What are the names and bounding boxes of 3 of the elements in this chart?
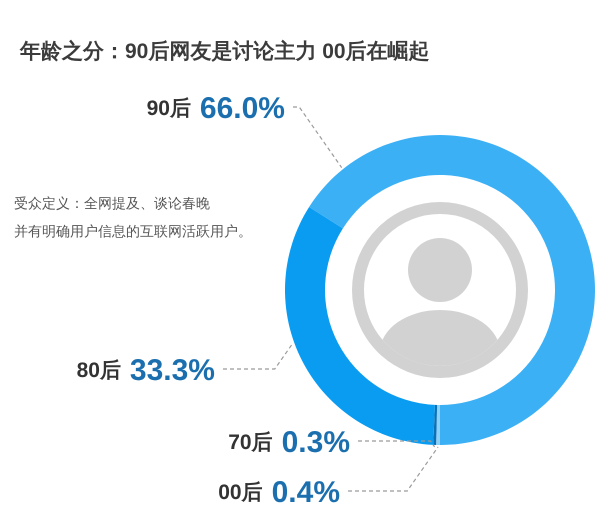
annotation: 受众定义：全网提及、谈论春晚 <box>14 195 210 211</box>
annotation: 并有明确用户信息的互联网活跃用户。 <box>14 223 252 239</box>
title: 年龄之分：90后网友是讨论主力 00后在崛起 <box>20 40 430 63</box>
